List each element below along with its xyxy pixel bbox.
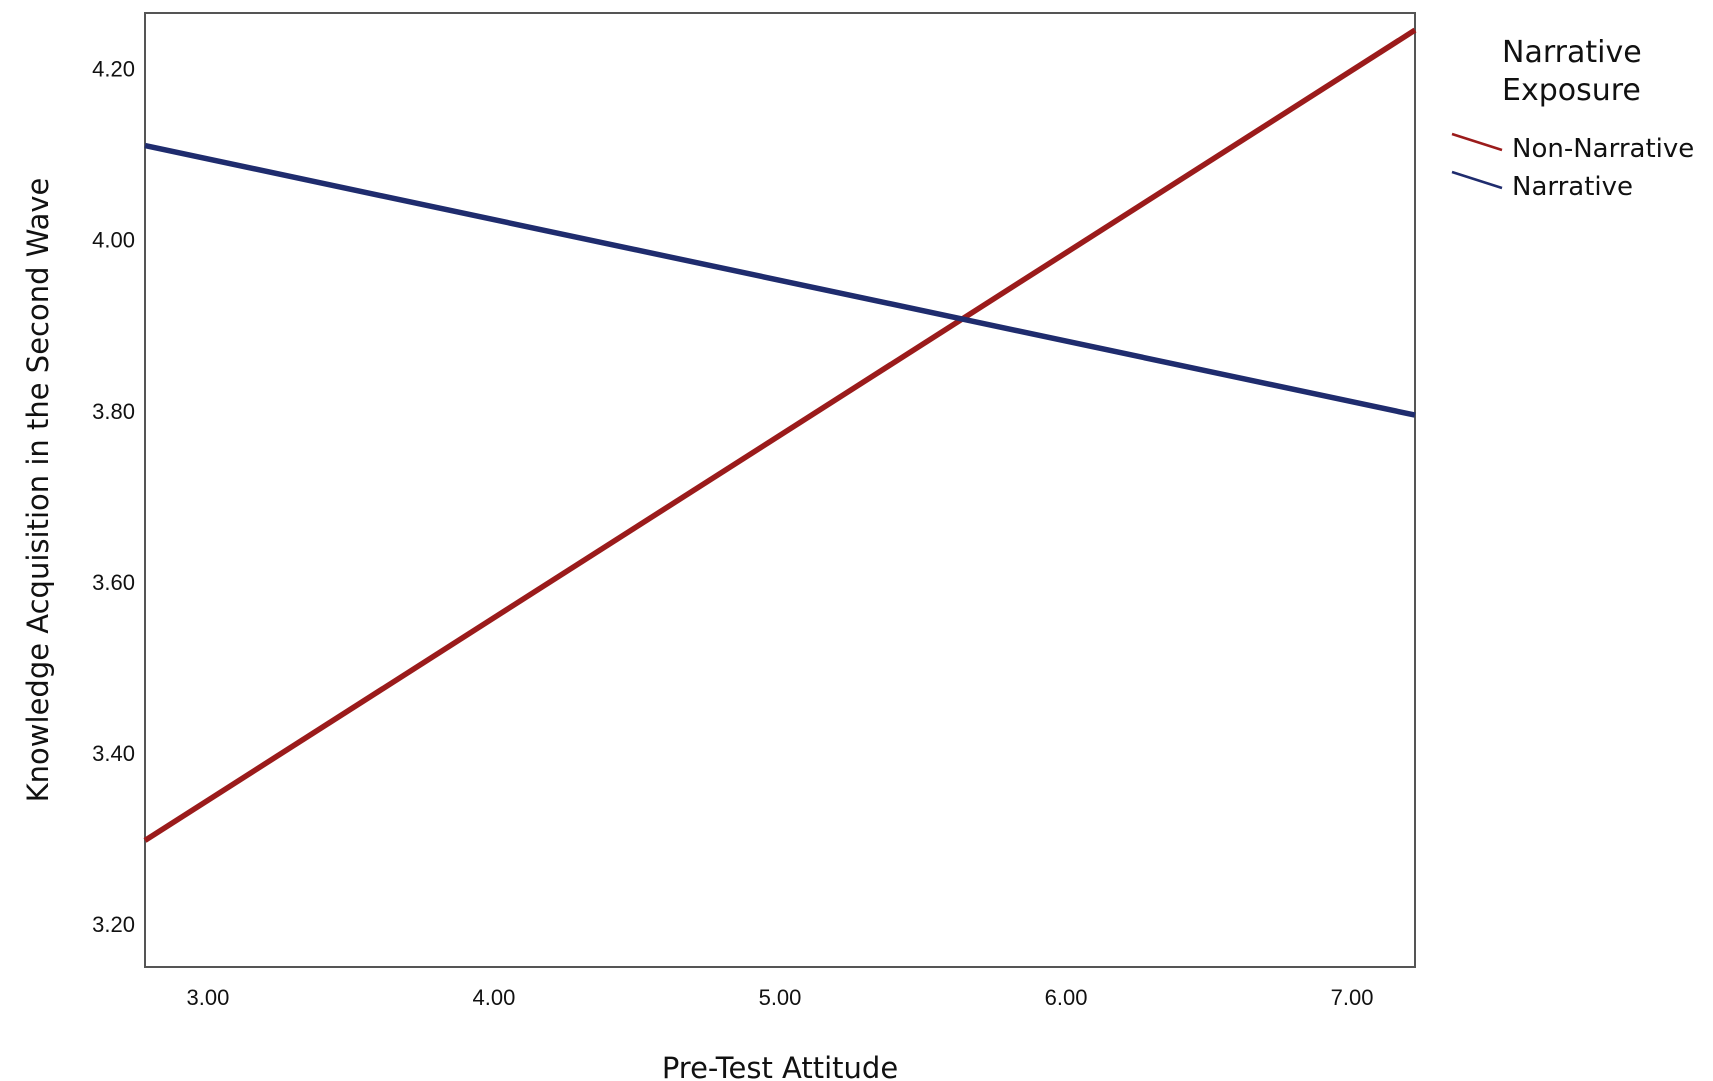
x-tick-label: 6.00 (1045, 985, 1088, 1010)
y-tick-label: 3.20 (92, 912, 135, 937)
legend-swatch-non-narrative (1451, 132, 1503, 152)
y-tick-label: 4.20 (92, 57, 135, 82)
y-axis-title: Knowledge Acquisition in the Second Wave (21, 178, 55, 803)
series-line-narrative (144, 142, 1416, 418)
x-axis-ticks: 3.00 4.00 5.00 6.00 7.00 (187, 985, 1374, 1010)
legend-label-narrative: Narrative (1512, 172, 1633, 202)
legend: Narrative Exposure Non-Narrative Narrati… (1451, 35, 1694, 202)
y-axis-ticks: 3.20 3.40 3.60 3.80 4.00 4.20 (92, 57, 135, 938)
series-lines (143, 27, 1417, 843)
y-tick-label: 3.40 (92, 741, 135, 766)
x-tick-label: 3.00 (187, 985, 230, 1010)
legend-title-line-1: Narrative (1502, 35, 1642, 70)
x-tick-label: 4.00 (473, 985, 516, 1010)
legend-label-non-narrative: Non-Narrative (1512, 134, 1694, 164)
legend-swatch-narrative (1451, 170, 1503, 190)
y-tick-label: 3.60 (92, 570, 135, 595)
y-tick-label: 3.80 (92, 399, 135, 424)
x-tick-label: 7.00 (1331, 985, 1374, 1010)
x-axis-title: Pre-Test Attitude (662, 1051, 898, 1081)
series-line-non-narrative (143, 27, 1417, 843)
legend-title-line-2: Exposure (1502, 73, 1641, 108)
y-tick-label: 4.00 (92, 228, 135, 253)
plot-frame (144, 12, 1416, 968)
x-tick-label: 5.00 (759, 985, 802, 1010)
